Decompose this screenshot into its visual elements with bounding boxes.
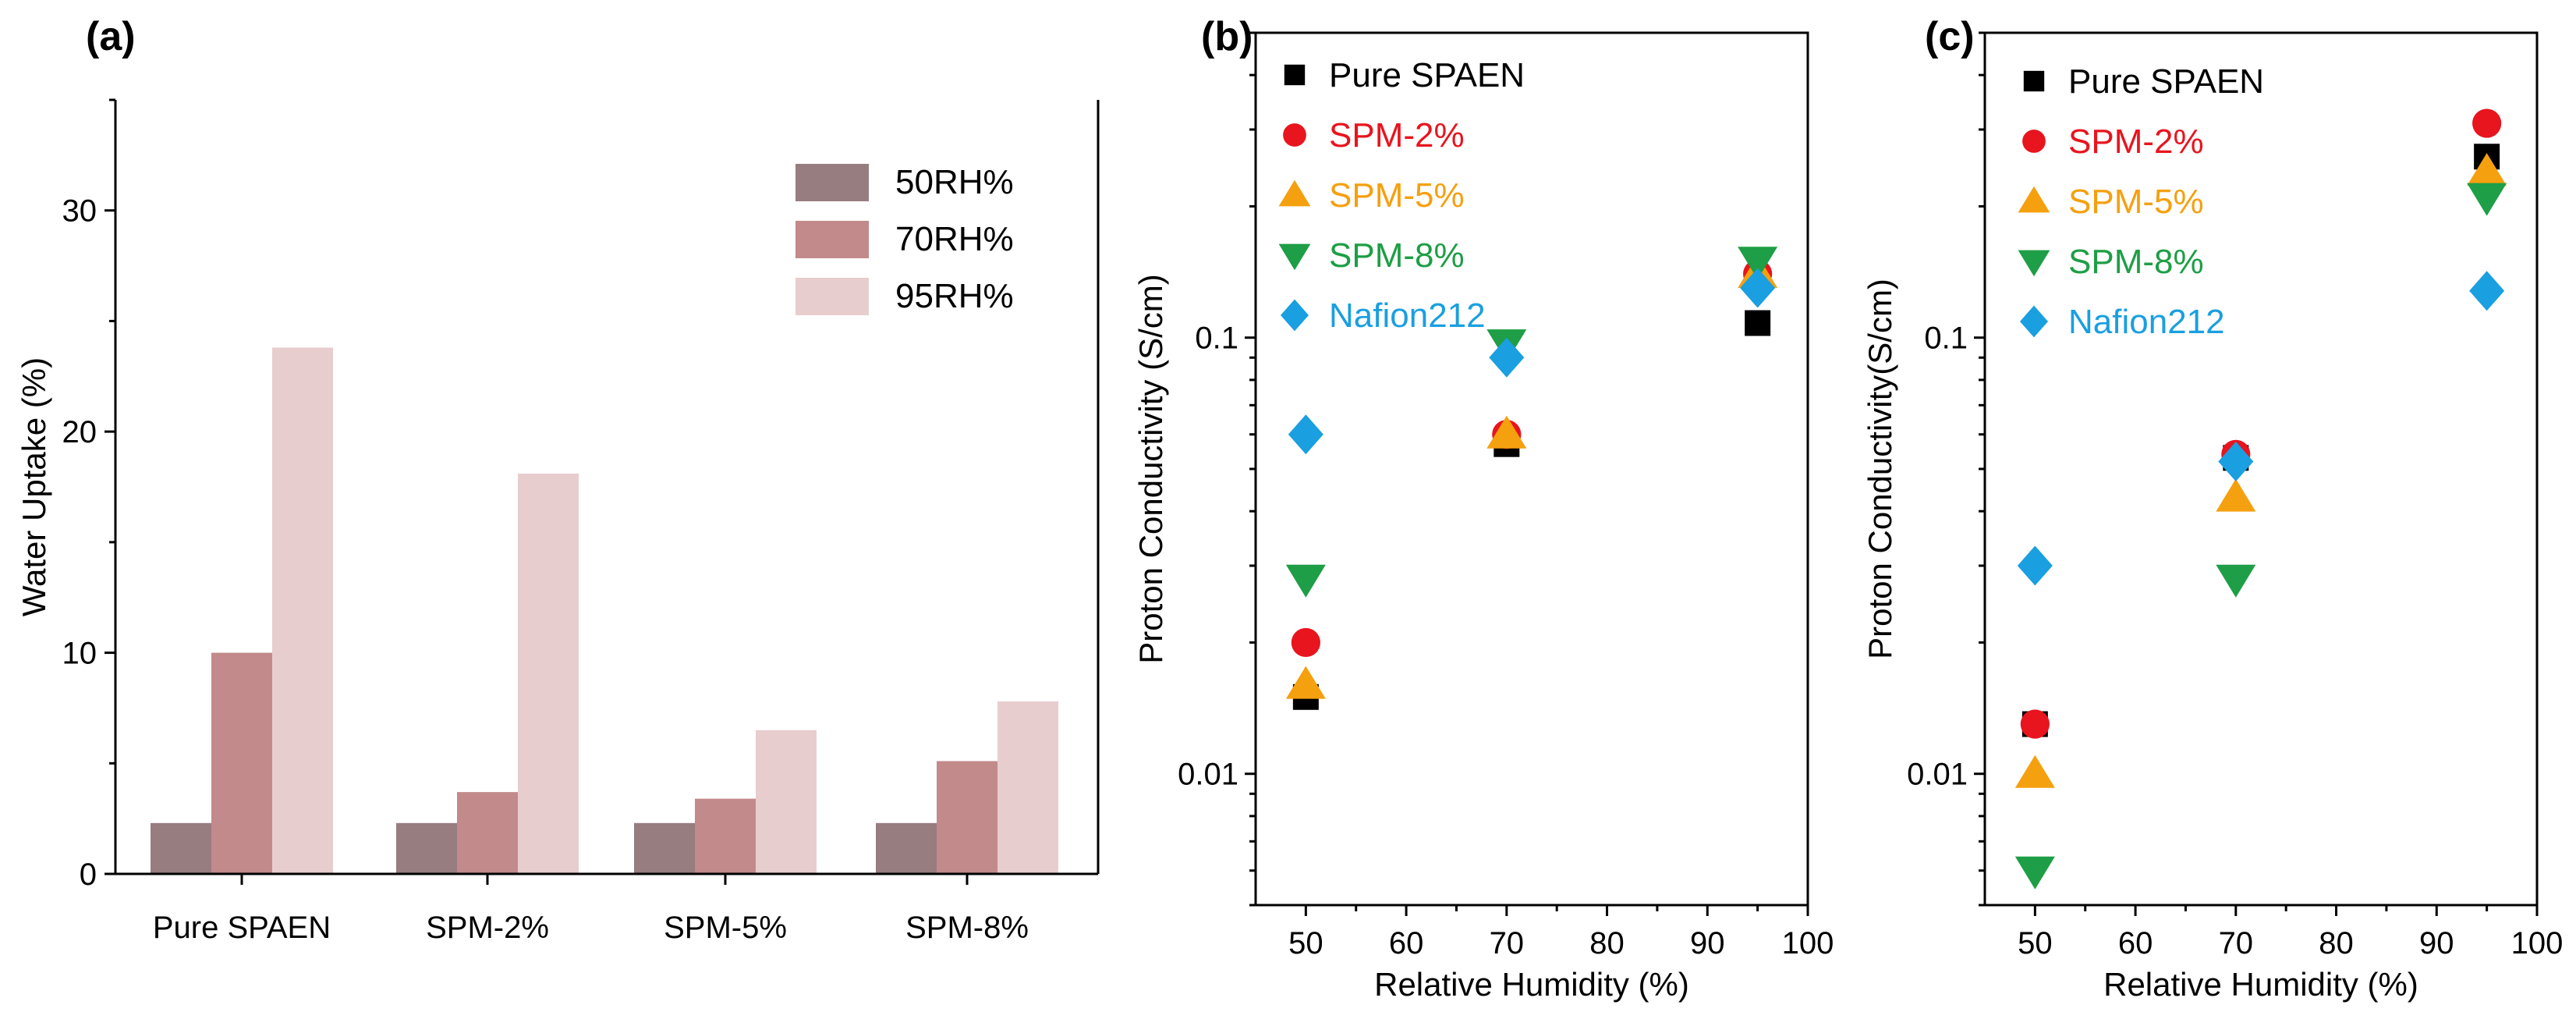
x-tick-label: 60	[2118, 926, 2153, 961]
y-axis-title: Proton Conductivity(S/cm)	[1862, 279, 1898, 659]
legend-label: Pure SPAEN	[2068, 62, 2264, 101]
y-tick-label: 0	[80, 858, 97, 892]
point-spm-8--50	[1285, 564, 1326, 598]
bar-70rh-2	[695, 798, 756, 874]
point-nafion212-95	[2469, 271, 2505, 311]
legend-label: SPM-8%	[2068, 243, 2204, 281]
legend-label: SPM-2%	[2068, 123, 2204, 161]
x-tick-label: 80	[2319, 926, 2354, 961]
point-spm-5--95	[2467, 153, 2507, 186]
legend-marker	[1281, 299, 1309, 332]
legend-swatch	[795, 164, 869, 201]
x-tick-label: 50	[2018, 926, 2053, 961]
point-spm-2--50	[1291, 627, 1320, 658]
point-nafion212-70	[1489, 337, 1525, 378]
point-spm-8--70	[2216, 564, 2256, 598]
legend-label: SPM-5%	[2068, 183, 2204, 221]
legend-marker	[1283, 123, 1306, 147]
legend-marker	[2018, 250, 2050, 277]
y-tick-label: 0.01	[1907, 758, 1968, 792]
x-tick-label: 90	[2419, 926, 2454, 961]
point-spm-8--95	[2467, 183, 2507, 216]
point-spm-5--70	[1486, 415, 1527, 449]
bar-50rh-2	[634, 822, 695, 874]
y-tick-label: 0.01	[1178, 758, 1238, 792]
x-tick-label: 80	[1589, 926, 1625, 961]
panel-b: (b) 50 60 70 80 90 100 0.01 0.1 Relative Humidity…	[1132, 14, 1834, 1003]
bar-50rh-3	[876, 822, 937, 874]
bar-50rh-1	[396, 822, 457, 874]
x-category-label: SPM-5%	[664, 911, 787, 945]
x-tick-label: 70	[2219, 926, 2254, 961]
bar-95rh-1	[518, 473, 579, 874]
legend-label: 50RH%	[895, 163, 1014, 201]
legend-marker	[2018, 186, 2050, 213]
bar-50rh-0	[151, 822, 211, 874]
bar-95rh-2	[756, 730, 817, 874]
bar-70rh-1	[457, 792, 518, 874]
panel-label: (c)	[1925, 14, 1975, 59]
legend-label: 95RH%	[895, 277, 1014, 315]
bar-95rh-3	[997, 701, 1058, 874]
x-tick-label: 50	[1288, 926, 1323, 961]
point-spm-2--50	[2020, 709, 2050, 739]
legend-swatch	[795, 221, 869, 258]
bar-95rh-0	[272, 347, 333, 874]
legend-label: SPM-5%	[1329, 176, 1465, 215]
legend-marker	[2020, 305, 2048, 338]
y-tick-label: 30	[62, 194, 97, 229]
y-axis-title: Water Uptake (%)	[16, 357, 52, 616]
x-category-label: SPM-2%	[426, 911, 549, 945]
y-axis-title: Proton Conductivity (S/cm)	[1132, 274, 1169, 664]
point-spm-8--95	[1738, 247, 1778, 280]
y-tick-label: 10	[62, 637, 97, 671]
bar-70rh-0	[211, 652, 272, 874]
x-tick-label: 60	[1389, 926, 1424, 961]
panel-label: (b)	[1201, 14, 1253, 59]
point-nafion212-50	[1288, 414, 1323, 455]
legend-label: Nafion212	[2068, 303, 2225, 341]
x-tick-label: 100	[1782, 926, 1834, 961]
point-nafion212-50	[2017, 545, 2053, 586]
x-category-label: Pure SPAEN	[153, 911, 331, 945]
point-spm-2--95	[2472, 108, 2502, 138]
point-spm-5--50	[1285, 666, 1326, 699]
point-spm-5--50	[2014, 755, 2055, 788]
legend-label: Nafion212	[1329, 296, 1486, 335]
point-nafion212-70	[2218, 441, 2254, 481]
legend-marker	[1278, 179, 1311, 207]
x-tick-label: 70	[1490, 926, 1525, 961]
y-tick-label: 0.1	[1195, 321, 1238, 356]
legend-label: SPM-2%	[1329, 116, 1465, 154]
x-tick-label: 90	[1690, 926, 1725, 961]
legend-marker	[1278, 243, 1311, 271]
panel-label: (a)	[86, 14, 136, 59]
panel-a: (a) 0 10 20 30 Pure SPAEN SPM-2% SPM-5% SPM-8% Wa…	[16, 14, 1100, 945]
legend-marker	[2023, 70, 2045, 92]
bar-70rh-3	[937, 761, 997, 874]
legend-label: SPM-8%	[1329, 236, 1465, 275]
x-axis-title: Relative Humidity (%)	[1374, 966, 1689, 1003]
x-axis-title: Relative Humidity (%)	[2103, 966, 2418, 1003]
legend-swatch	[795, 278, 869, 315]
point-spm-5--70	[2216, 478, 2256, 512]
y-tick-label: 0.1	[1924, 321, 1968, 356]
legend-marker	[1284, 64, 1306, 86]
legend-label: 70RH%	[895, 220, 1014, 258]
legend-marker	[2022, 130, 2046, 153]
point-nafion212-95	[1740, 268, 1776, 308]
point-pure-spaen-95	[1745, 310, 1771, 336]
point-spm-8--50	[2014, 856, 2055, 889]
x-category-label: SPM-8%	[905, 911, 1029, 945]
panel-c: (c) 50 60 70 80 90 100 0.01 0.1 Relative Humidity…	[1862, 14, 2563, 1003]
legend-label: Pure SPAEN	[1329, 56, 1525, 94]
y-tick-label: 20	[62, 415, 97, 449]
x-tick-label: 100	[2511, 926, 2564, 961]
